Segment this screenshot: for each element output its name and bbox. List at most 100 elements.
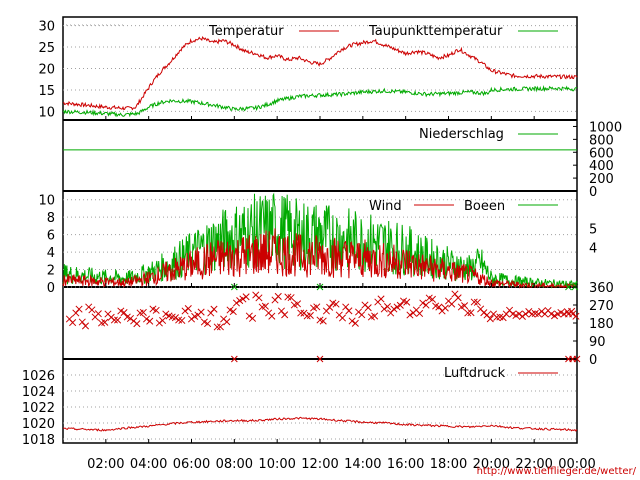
winddir-point: [81, 322, 90, 330]
winddir-point: [522, 310, 530, 318]
winddir-point: [313, 303, 321, 311]
winddir-point: [114, 316, 122, 324]
tick-layer: 02:00 04:00 06:00 08:00 10:00 12:00 14:00 16:00…: [22, 20, 622, 472]
winddir-point: [569, 310, 577, 318]
winddir-point: [242, 293, 250, 301]
winddir-point: [293, 300, 302, 308]
winddir-point: [142, 315, 151, 323]
winddir-point: [377, 295, 385, 303]
winddir-point: [473, 298, 481, 306]
y2-tick-label: 0: [589, 185, 597, 200]
y2-tick-label: 800: [589, 133, 614, 148]
winddir-point: [204, 320, 212, 328]
y-tick-label: 1022: [22, 401, 55, 416]
winddir-point: [364, 304, 372, 312]
winddir-point: [274, 292, 282, 300]
winddir-point: [454, 294, 462, 302]
winddir-point: [319, 317, 327, 325]
winddir-point: [255, 294, 263, 302]
y-tick-label: 6: [47, 229, 55, 244]
winddir-point: [101, 318, 109, 326]
y-tick-label: 30: [38, 20, 55, 35]
winddir-point: [146, 317, 154, 325]
wind-y2-tick-label: 4: [589, 242, 597, 257]
x-tick-label: 10:00: [258, 457, 295, 472]
y-tick-label: 1026: [22, 369, 55, 384]
y-tick-label: 15: [38, 84, 55, 99]
winddir-point: [461, 302, 469, 310]
winddir-point: [306, 311, 314, 319]
y-tick-label: 25: [38, 41, 55, 56]
winddir-point: [464, 309, 472, 317]
luftdruck-line: [62, 416, 578, 432]
winddir-point: [229, 308, 237, 316]
x-tick-label: 18:00: [430, 457, 467, 472]
winddir-point: [268, 312, 276, 320]
taupunkt-line: [62, 85, 578, 118]
winddir-point: [448, 300, 456, 308]
winddir-zero-point: [230, 355, 238, 363]
y2-tick-label: 270: [589, 299, 614, 314]
winddir-point: [261, 302, 269, 310]
winddir-point: [428, 295, 436, 303]
winddir-point: [441, 304, 449, 312]
winddir-point: [383, 303, 392, 311]
winddir-point: [326, 303, 334, 311]
wind-line: [62, 228, 577, 289]
y2-tick-label: 1000: [589, 120, 622, 135]
winddir-point: [88, 306, 96, 314]
winddir-point: [518, 312, 526, 320]
winddir-point: [486, 315, 494, 323]
x-tick-label: 06:00: [173, 457, 210, 472]
winddir-point: [197, 308, 205, 316]
winddir-point: [422, 301, 430, 309]
y-tick-label: 20: [38, 63, 55, 78]
winddir-point: [403, 298, 411, 306]
winddir-point: [133, 320, 141, 328]
y-tick-label: 8: [47, 211, 55, 226]
legend-niederschlag-label: Niederschlag: [419, 127, 504, 142]
winddir-point: [213, 323, 221, 331]
x-tick-label: 20:00: [473, 457, 510, 472]
y2-tick-label: 180: [589, 317, 614, 332]
x-tick-label: 22:00: [515, 457, 552, 472]
winddir-point: [371, 312, 379, 320]
legend-taupunkt-label: Taupunkttemperatur: [368, 24, 503, 39]
winddir-point: [345, 307, 353, 315]
winddir-point: [245, 312, 253, 320]
y-tick-label: 10: [38, 105, 55, 120]
y-tick-label: 4: [47, 246, 55, 261]
x-tick-label: 00:00: [558, 457, 595, 472]
legend-temperatur-label: Temperatur: [208, 24, 284, 39]
winddir-point: [171, 314, 179, 322]
y2-tick-label: 400: [589, 159, 614, 174]
winddir-point: [287, 294, 295, 302]
winddir-point: [69, 319, 77, 327]
winddir-point: [184, 305, 192, 313]
winddir-point: [126, 314, 135, 323]
y2-tick-label: 0: [589, 353, 597, 368]
winddir-gust-point: [565, 283, 572, 291]
winddir-point: [152, 306, 160, 314]
winddir-point: [358, 311, 366, 319]
wind-y2-tick-label: 5: [589, 223, 597, 238]
winddir-point: [416, 309, 424, 318]
winddir-zero-point: [316, 355, 324, 363]
y2-tick-label: 200: [589, 172, 614, 187]
winddir-point: [547, 310, 555, 318]
y2-tick-label: 600: [589, 146, 614, 161]
winddir-point: [480, 309, 488, 317]
winddir-point: [139, 308, 147, 316]
winddir-point: [162, 310, 170, 318]
winddir-point: [181, 307, 189, 315]
winddir-point: [281, 311, 289, 319]
x-tick-label: 12:00: [301, 457, 338, 472]
x-tick-label: 14:00: [344, 457, 381, 472]
winddir-point: [348, 317, 356, 325]
winddir-point: [419, 299, 427, 307]
winddir-point: [332, 300, 340, 308]
winddir-point: [159, 316, 167, 325]
winddir-point: [75, 305, 83, 313]
credit-link[interactable]: http://www.tiefflieger.de/wetter/: [477, 466, 637, 477]
